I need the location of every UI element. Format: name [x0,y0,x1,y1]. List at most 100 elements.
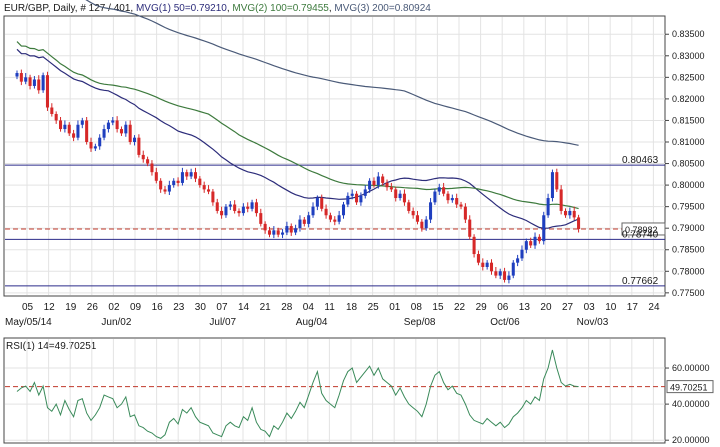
candle-body [420,221,424,229]
candle-body [455,198,459,205]
candle-body [476,254,480,263]
day-label: 15 [432,302,444,313]
mvg2-label: MVG(2) 100=0.79455 [232,3,329,14]
candle-body [289,226,293,233]
candle-body [429,202,433,220]
candle-body [337,215,341,222]
candle-body [285,226,289,233]
rsi-line [16,349,579,439]
candle-body [507,275,511,280]
price-tick-label: 0.81500 [672,115,705,125]
candle-body [311,206,315,216]
candle-body [137,137,141,155]
day-label: 10 [605,302,617,313]
day-label: 01 [389,302,401,313]
candle-body [550,172,554,199]
candle-body [350,193,354,196]
candle-body [511,262,515,276]
rsi-panel [3,337,666,444]
candle-body [185,172,189,177]
rsi-series [16,349,579,439]
candle-body [176,180,180,183]
day-label: 13 [519,302,531,313]
price-panel [3,15,666,297]
day-label: 04 [303,302,315,313]
candle-body [54,113,58,121]
price-line-label: 0.77662 [622,276,659,287]
candle-body [415,215,420,222]
candle-body [577,217,581,230]
candle-body [341,204,346,216]
month-label: Nov/03 [577,317,609,328]
candle-body [324,208,328,216]
candle-body [119,129,124,134]
candle-body [572,210,576,218]
candle-body [189,172,193,177]
candle-body [485,262,489,267]
header-separator: , [329,3,335,14]
candle-body [259,213,263,224]
candle-body [298,219,302,229]
candle-body [115,120,119,130]
candle-body [59,120,63,130]
price-tick-label: 0.79500 [672,202,705,212]
candle-body [533,236,537,246]
candle-body [328,215,332,220]
day-label: 14 [238,302,250,313]
candle-body [272,230,276,235]
day-label: 24 [648,302,660,313]
rsi-label: RSI(1) 14=49.70251 [6,341,97,352]
day-label: 28 [281,302,293,313]
candle-body [207,189,211,192]
candle-body [563,210,568,216]
day-label: 05 [22,302,34,313]
day-label: 09 [130,302,142,313]
mvg1-label: MVG(1) 50=0.79210 [136,3,227,14]
candle-body [407,202,411,211]
day-label: 30 [195,302,207,313]
candle-body [267,230,272,235]
candle-body [19,73,23,82]
candle-body [41,75,45,91]
candle-body [32,79,36,86]
day-label: 29 [476,302,488,313]
candle-body [559,189,563,211]
candle-body [250,202,254,209]
candle-body [241,206,245,214]
candlestick-series [15,69,581,284]
month-label: Aug/04 [296,317,328,328]
month-label: Sep/08 [404,317,436,328]
day-label: 22 [454,302,466,313]
candle-body [128,124,132,142]
candle-body [172,180,176,186]
day-label: 12 [44,302,56,313]
candle-body [359,195,363,203]
candle-body [529,241,533,246]
candle-body [355,193,359,203]
chart-info: , Daily, # 127 / 401, [48,3,136,14]
candle-body [363,189,367,196]
day-label: 20 [540,302,552,313]
candle-body [150,163,154,173]
candle-body [503,271,507,280]
month-label: May/05/14 [5,317,52,328]
candle-body [281,232,285,235]
day-label: 23 [173,302,185,313]
candle-body [211,191,215,203]
candle-body [76,124,80,138]
day-label: 21 [260,302,272,313]
rsi-tick-label: 60.00000 [672,363,710,373]
ma-line-0 [16,48,579,229]
candle-body [67,124,71,134]
price-tick-label: 0.79000 [672,223,705,233]
price-tick-label: 0.82000 [672,94,705,104]
day-label: 06 [497,302,509,313]
price-tick-label: 0.81000 [672,137,705,147]
rsi-current-box [666,380,714,394]
day-label: 08 [411,302,423,313]
rsi-grid [5,339,665,442]
candle-body [472,236,476,255]
candle-body [442,187,446,194]
month-label: Jul/07 [209,317,236,328]
